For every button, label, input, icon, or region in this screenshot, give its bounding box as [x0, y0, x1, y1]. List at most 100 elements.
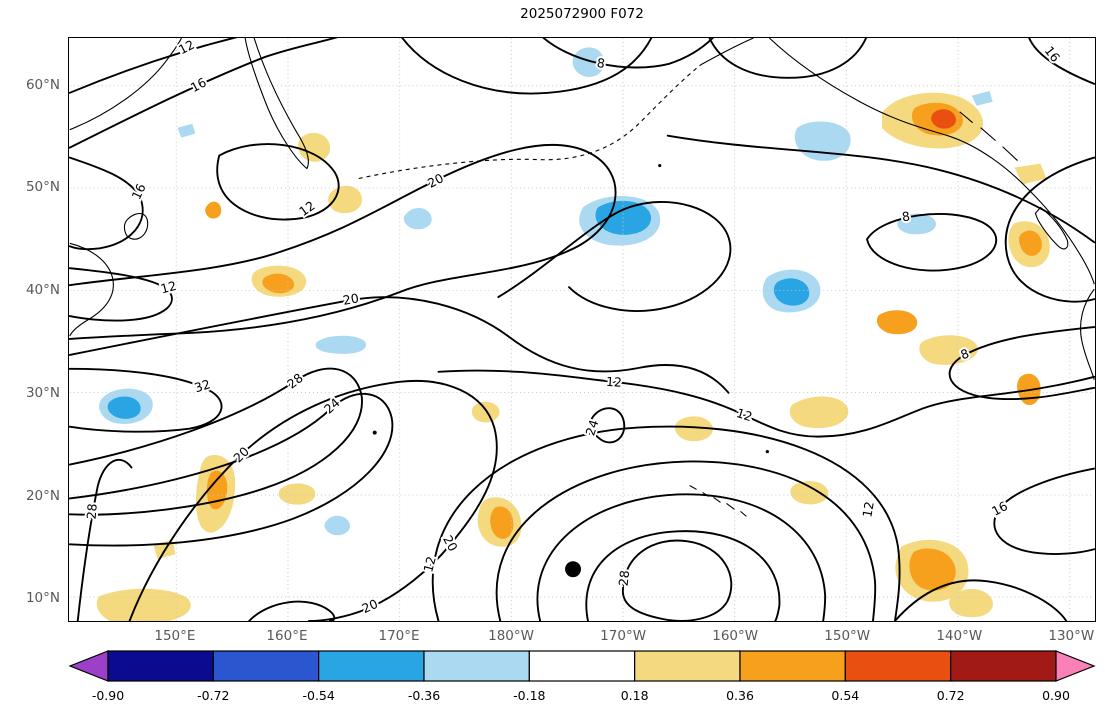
contour-label: 20	[342, 290, 360, 308]
contour-label: 8	[901, 208, 911, 224]
storm-marker	[565, 561, 582, 578]
contour-label: 16	[188, 74, 209, 95]
contour-line	[128, 380, 498, 621]
contour-label: 20	[425, 170, 446, 191]
contour-label: 16	[1042, 43, 1064, 65]
contour-label: 28	[84, 503, 100, 520]
contour-line	[69, 144, 617, 340]
y-tick-label: 10°N	[25, 590, 60, 606]
x-tick-label: 150°W	[824, 628, 871, 644]
contour-line	[437, 369, 1095, 438]
contour-line	[69, 367, 363, 516]
contour-line	[542, 38, 715, 69]
anomaly-patch	[324, 515, 350, 536]
contour-line	[666, 134, 1095, 244]
colorbar-tick-label: -0.18	[513, 688, 546, 703]
contour-line	[69, 156, 144, 251]
colorbar-tick-label: 0.72	[936, 688, 965, 703]
contour-line	[69, 367, 223, 433]
colorbar-segment	[528, 650, 636, 682]
anomaly-patch	[107, 396, 141, 419]
contour-line	[76, 458, 133, 621]
anomaly-patch	[298, 132, 331, 162]
colorbar-segment	[950, 650, 1057, 682]
contour-label: 32	[192, 376, 212, 395]
contour-line	[536, 493, 827, 621]
anomaly-patch	[949, 589, 993, 618]
contour-line	[993, 467, 1095, 555]
contour-line	[497, 201, 732, 312]
contour-label: 12	[176, 38, 197, 57]
x-tick-label: 170°W	[600, 628, 647, 644]
colorbar-tick-label: -0.36	[407, 688, 441, 703]
minor-contour-speck	[765, 449, 769, 454]
contour-label: 12	[159, 278, 178, 297]
anomaly-patch	[205, 201, 222, 219]
anomaly-patch	[1014, 163, 1047, 185]
minor-contour-speck	[372, 430, 377, 435]
contour-label: 24	[321, 395, 343, 417]
anomaly-patch	[96, 588, 191, 621]
coastlines	[69, 38, 1095, 517]
contour-label: 12	[296, 198, 318, 219]
anomaly-patch	[278, 483, 316, 505]
coastline-alaska-gulf	[768, 38, 1095, 285]
anomaly-patch	[931, 109, 956, 129]
contour-line	[621, 539, 733, 621]
anomaly-patch	[790, 481, 829, 505]
contour-line	[948, 326, 1095, 401]
contour-label: 20	[359, 596, 380, 616]
colorbar-segment	[318, 650, 425, 682]
contour-line	[401, 38, 653, 95]
contour-line	[69, 393, 394, 547]
y-tick-label: 50°N	[25, 179, 60, 196]
anomaly-patch	[572, 47, 605, 78]
colorbar-segment	[107, 650, 214, 682]
colorbar-tick-label: 0.18	[620, 688, 649, 703]
contour-line	[585, 530, 781, 621]
contour-line	[431, 425, 901, 621]
contour-line	[69, 267, 173, 322]
contour-line	[216, 143, 340, 221]
anomaly-shading	[96, 47, 1050, 621]
contour-label: 16	[128, 181, 148, 202]
x-tick-label: 170°E	[378, 628, 420, 644]
anomaly-patch	[773, 278, 810, 306]
coastline-aleutians	[358, 64, 701, 180]
anomaly-patch	[789, 396, 849, 429]
x-tick-label: 160°E	[266, 628, 308, 644]
anomaly-patch	[909, 548, 956, 591]
y-tick-label: 30°N	[25, 384, 60, 401]
contour-line	[866, 212, 998, 272]
coastline-sakhalin	[123, 212, 149, 240]
colorbar-segment	[634, 650, 741, 682]
colorbar-tick-label: -0.72	[197, 688, 230, 703]
colorbar-segment	[844, 650, 952, 682]
anomaly-patch	[971, 90, 993, 106]
anomaly-patch	[675, 416, 713, 442]
anomaly-patch	[876, 310, 918, 335]
y-tick-label: 40°N	[25, 282, 60, 299]
contour-line	[1004, 156, 1095, 303]
contour-label: 12	[605, 374, 622, 390]
chart-title: 2025072900 F072	[520, 6, 644, 22]
colorbar-segment	[423, 650, 530, 682]
anomaly-patch	[328, 185, 362, 214]
colorbar-segment	[739, 650, 846, 682]
contour-label: 28	[616, 569, 633, 586]
anomaly-patch	[897, 213, 936, 235]
contour-label: 8	[596, 55, 606, 71]
contour-line	[708, 38, 867, 79]
contour-label: 12	[420, 555, 439, 574]
contour-lines	[69, 38, 1095, 621]
colorbar-segment	[68, 650, 109, 682]
colorbar-tick-label: -0.90	[91, 688, 125, 703]
colorbar-tick-label: 0.54	[831, 688, 860, 703]
anomaly-patch	[315, 335, 367, 354]
anomaly-patch	[490, 506, 514, 539]
contour-label: 12	[859, 500, 877, 518]
anomaly-patch	[262, 273, 295, 294]
anomaly-patch	[1019, 230, 1042, 256]
